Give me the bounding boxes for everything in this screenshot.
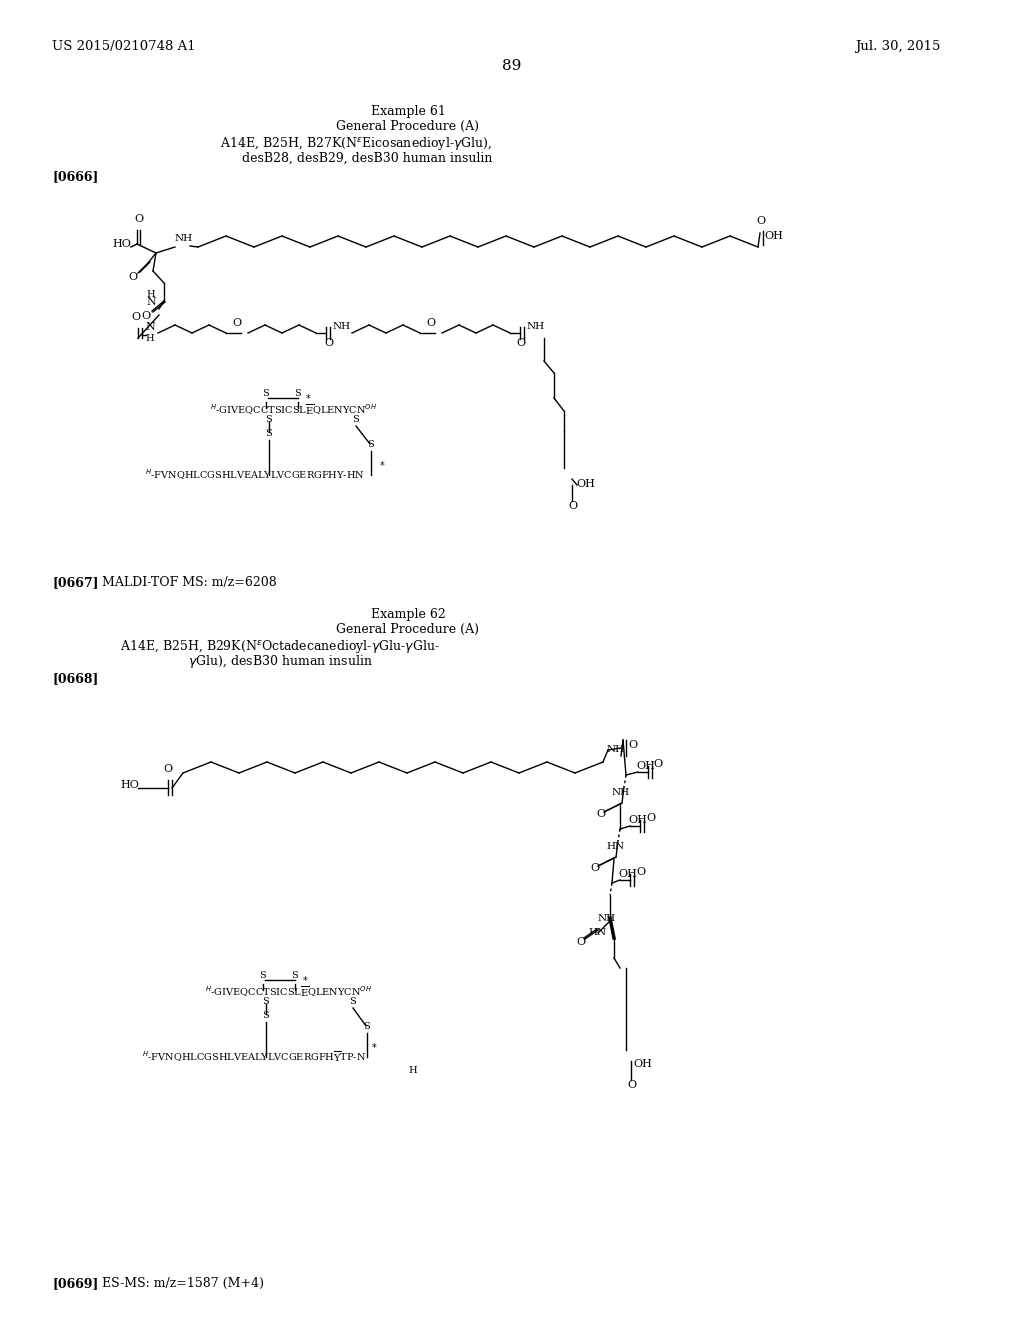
Text: H: H xyxy=(408,1067,417,1074)
Text: OH: OH xyxy=(628,814,647,825)
Text: N: N xyxy=(146,297,156,308)
Text: 89: 89 xyxy=(503,59,521,73)
Text: *: * xyxy=(303,975,307,986)
Text: $\gamma$Glu), desB30 human insulin: $\gamma$Glu), desB30 human insulin xyxy=(187,653,373,671)
Text: Example 61: Example 61 xyxy=(371,106,445,117)
Text: O: O xyxy=(426,318,435,327)
Text: O: O xyxy=(128,272,137,282)
Text: $^{H}$-GIVEQCCTSICSL$\mathregular{\overline{E}}$QLENYCN$^{OH}$: $^{H}$-GIVEQCCTSICSL$\mathregular{\overl… xyxy=(210,403,377,417)
Text: NH: NH xyxy=(612,788,630,797)
Text: O: O xyxy=(568,502,578,511)
Text: S: S xyxy=(262,389,268,399)
Text: O: O xyxy=(636,867,645,876)
Text: NH: NH xyxy=(607,744,625,754)
Text: OH: OH xyxy=(618,869,637,879)
Text: S: S xyxy=(265,414,271,424)
Text: Example 62: Example 62 xyxy=(371,609,445,620)
Text: A14E, B25H, B27K(N$^\varepsilon$Eicosanedioyl-$\gamma$Glu),: A14E, B25H, B27K(N$^\varepsilon$Eicosane… xyxy=(220,135,493,152)
Text: HN: HN xyxy=(588,928,606,937)
Text: O: O xyxy=(646,813,655,822)
Text: HO: HO xyxy=(112,239,131,249)
Text: S: S xyxy=(294,389,301,399)
Text: S: S xyxy=(367,440,374,449)
Text: O: O xyxy=(596,809,605,818)
Text: O: O xyxy=(627,1080,636,1090)
Text: HO: HO xyxy=(120,780,139,789)
Text: O: O xyxy=(232,318,241,327)
Text: OH: OH xyxy=(633,1059,652,1069)
Text: $^{H}$-FVNQHLCGSHLVEALYLVCGERGFH$\mathregular{\overline{Y}}$TP-N: $^{H}$-FVNQHLCGSHLVEALYLVCGERGFH$\mathre… xyxy=(142,1049,367,1064)
Text: H: H xyxy=(146,290,155,300)
Text: S: S xyxy=(349,997,355,1006)
Text: A14E, B25H, B29K(N$^\varepsilon$Octadecanedioyl-$\gamma$Glu-$\gamma$Glu-: A14E, B25H, B29K(N$^\varepsilon$Octadeca… xyxy=(120,638,440,655)
Text: S: S xyxy=(362,1022,370,1031)
Text: O: O xyxy=(131,312,140,322)
Text: HN: HN xyxy=(606,842,624,851)
Text: O: O xyxy=(516,338,525,348)
Text: O: O xyxy=(141,312,151,321)
Text: US 2015/0210748 A1: US 2015/0210748 A1 xyxy=(52,40,196,53)
Text: [0666]: [0666] xyxy=(52,170,98,183)
Text: $^{H}$-GIVEQCCTSICSL$\mathregular{\overline{E}}$QLENYCN$^{OH}$: $^{H}$-GIVEQCCTSICSL$\mathregular{\overl… xyxy=(205,985,372,999)
Text: NH: NH xyxy=(333,322,351,331)
Text: Jul. 30, 2015: Jul. 30, 2015 xyxy=(855,40,940,53)
Text: O: O xyxy=(324,338,333,348)
Text: S: S xyxy=(352,414,358,424)
Text: *: * xyxy=(380,461,384,471)
Text: *: * xyxy=(372,1043,377,1053)
Text: S: S xyxy=(262,997,268,1006)
Text: O: O xyxy=(628,741,637,750)
Text: O: O xyxy=(653,759,663,770)
Text: O: O xyxy=(575,937,585,946)
Text: O: O xyxy=(163,764,172,774)
Text: desB28, desB29, desB30 human insulin: desB28, desB29, desB30 human insulin xyxy=(242,152,493,165)
Text: *: * xyxy=(305,393,310,404)
Text: N: N xyxy=(145,322,155,333)
Text: O: O xyxy=(134,214,143,224)
Text: NH: NH xyxy=(527,322,545,331)
Text: O: O xyxy=(590,863,599,873)
Text: S: S xyxy=(259,972,266,979)
Text: NH: NH xyxy=(598,913,616,923)
Text: S: S xyxy=(265,429,271,438)
Text: OH: OH xyxy=(636,762,655,771)
Text: General Procedure (A): General Procedure (A) xyxy=(337,623,479,636)
Text: $^{H}$-FVNQHLCGSHLVEALYLVCGERGFHY-HN: $^{H}$-FVNQHLCGSHLVEALYLVCGERGFHY-HN xyxy=(145,467,365,482)
Text: NH: NH xyxy=(175,234,194,243)
Text: O: O xyxy=(756,216,765,226)
Text: ES-MS: m/z=1587 (M+4): ES-MS: m/z=1587 (M+4) xyxy=(102,1276,264,1290)
Text: [0668]: [0668] xyxy=(52,672,98,685)
Text: OH: OH xyxy=(575,479,595,488)
Text: S: S xyxy=(291,972,298,979)
Text: S: S xyxy=(262,1011,268,1020)
Text: H: H xyxy=(145,334,154,343)
Text: MALDI-TOF MS: m/z=6208: MALDI-TOF MS: m/z=6208 xyxy=(102,576,276,589)
Text: [0669]: [0669] xyxy=(52,1276,98,1290)
Text: OH: OH xyxy=(764,231,783,242)
Text: General Procedure (A): General Procedure (A) xyxy=(337,120,479,133)
Text: [0667]: [0667] xyxy=(52,576,98,589)
